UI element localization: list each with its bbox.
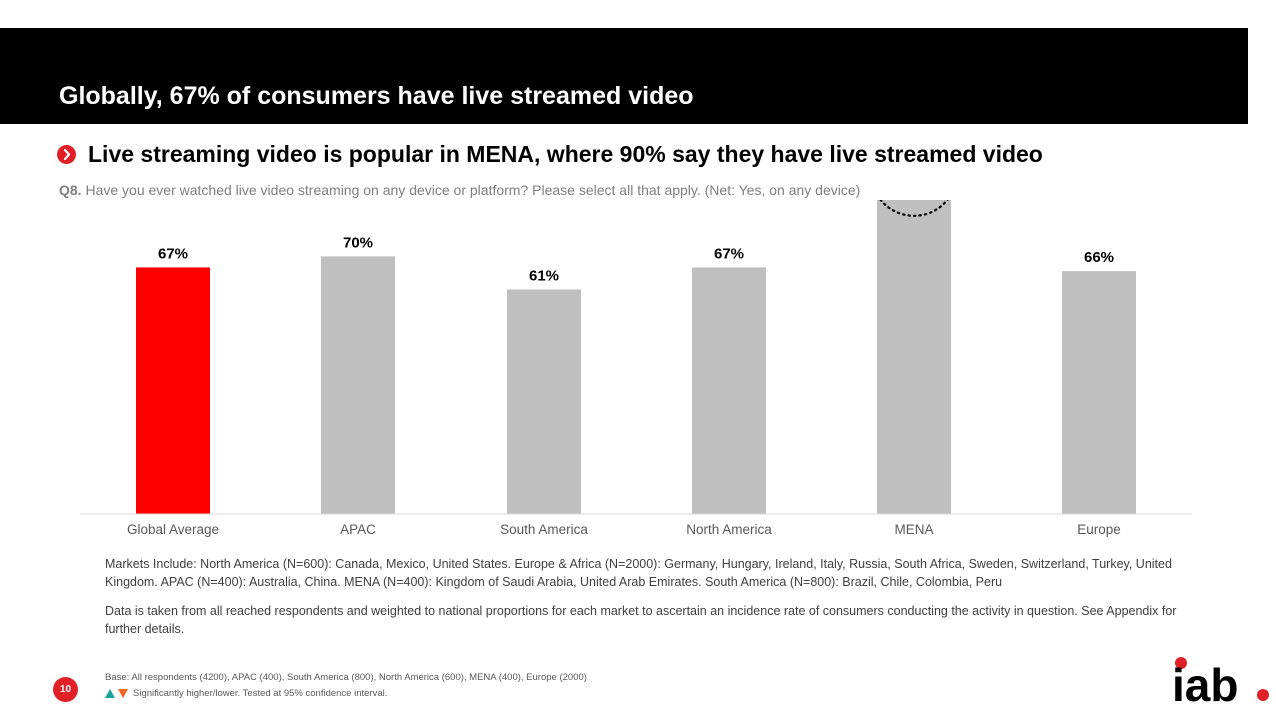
svg-text:iab: iab: [1172, 659, 1238, 710]
notes: Markets Include: North America (N=600): …: [105, 555, 1205, 649]
bar-apac: [321, 256, 395, 514]
category-label: MENA: [894, 522, 933, 537]
slide-title: Globally, 67% of consumers have live str…: [59, 82, 694, 110]
data-label: 61%: [529, 268, 559, 285]
base-text: Base: All respondents (4200), APAC (400)…: [105, 672, 587, 683]
header-band: [0, 28, 1248, 124]
up-down-arrows-icon: [105, 689, 128, 699]
significance-text: Significantly higher/lower. Tested at 95…: [133, 688, 388, 699]
category-label: APAC: [340, 522, 376, 537]
category-label: North America: [686, 522, 772, 537]
slide-subtitle: Live streaming video is popular in MENA,…: [88, 141, 1043, 167]
data-note: Data is taken from all reached responden…: [105, 604, 1177, 636]
page-number: 10: [53, 677, 78, 702]
question-body: Have you ever watched live video streami…: [81, 182, 861, 198]
question-text: Q8. Have you ever watched live video str…: [59, 182, 860, 198]
bar-chart: 67% Global Average 70% APAC 61% South America…: [80, 200, 1192, 537]
category-label: Europe: [1077, 522, 1121, 537]
category-label: South America: [500, 522, 588, 537]
category-label: Global Average: [127, 522, 219, 537]
bar-south-america: [507, 289, 581, 514]
chevron-right-icon: [57, 145, 76, 164]
bar-mena: [877, 200, 951, 515]
iab-logo: iab: [1172, 657, 1269, 710]
data-label: 67%: [714, 245, 744, 262]
bar-global-average: [136, 267, 210, 514]
bar-north-america: [692, 267, 766, 514]
markets-note: Markets Include: North America (N=600): …: [105, 557, 1172, 589]
bar-europe: [1062, 271, 1136, 514]
data-label: 66%: [1084, 249, 1114, 266]
data-label: 70%: [343, 234, 373, 251]
data-label: 67%: [158, 245, 188, 262]
question-id: Q8.: [59, 182, 82, 198]
significance-legend: Significantly higher/lower. Tested at 95…: [105, 688, 387, 699]
highlight-circle: [879, 200, 949, 217]
